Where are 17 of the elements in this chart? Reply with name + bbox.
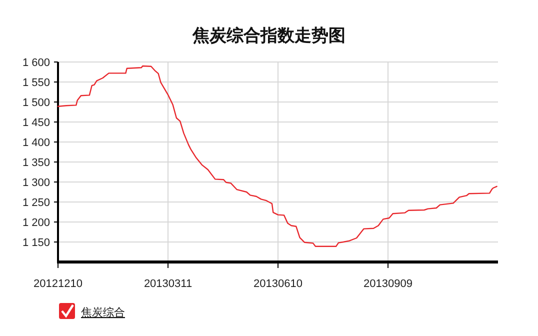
y-tick-label: 1 150 bbox=[22, 237, 50, 249]
y-tick-label: 1 450 bbox=[22, 117, 50, 129]
y-tick-label: 1 200 bbox=[22, 217, 50, 229]
y-tick-label: 1 250 bbox=[22, 197, 50, 209]
y-tick-label: 1 400 bbox=[22, 137, 50, 149]
x-tick-label: 20130909 bbox=[364, 278, 412, 290]
y-tick-label: 1 550 bbox=[22, 77, 50, 89]
y-tick-label: 1 350 bbox=[22, 157, 50, 169]
y-tick-label: 1 300 bbox=[22, 177, 50, 189]
y-tick-label: 1 500 bbox=[22, 97, 50, 109]
x-tick-label: 20130610 bbox=[254, 278, 302, 290]
line-series bbox=[57, 65, 498, 247]
y-tick-label: 1 600 bbox=[22, 57, 50, 69]
chart-title: 焦炭综合指数走势图 bbox=[192, 26, 346, 45]
legend-label: 焦炭综合 bbox=[81, 306, 125, 319]
x-tick-label: 20121210 bbox=[34, 278, 82, 290]
x-tick-label: 20130311 bbox=[144, 278, 192, 290]
